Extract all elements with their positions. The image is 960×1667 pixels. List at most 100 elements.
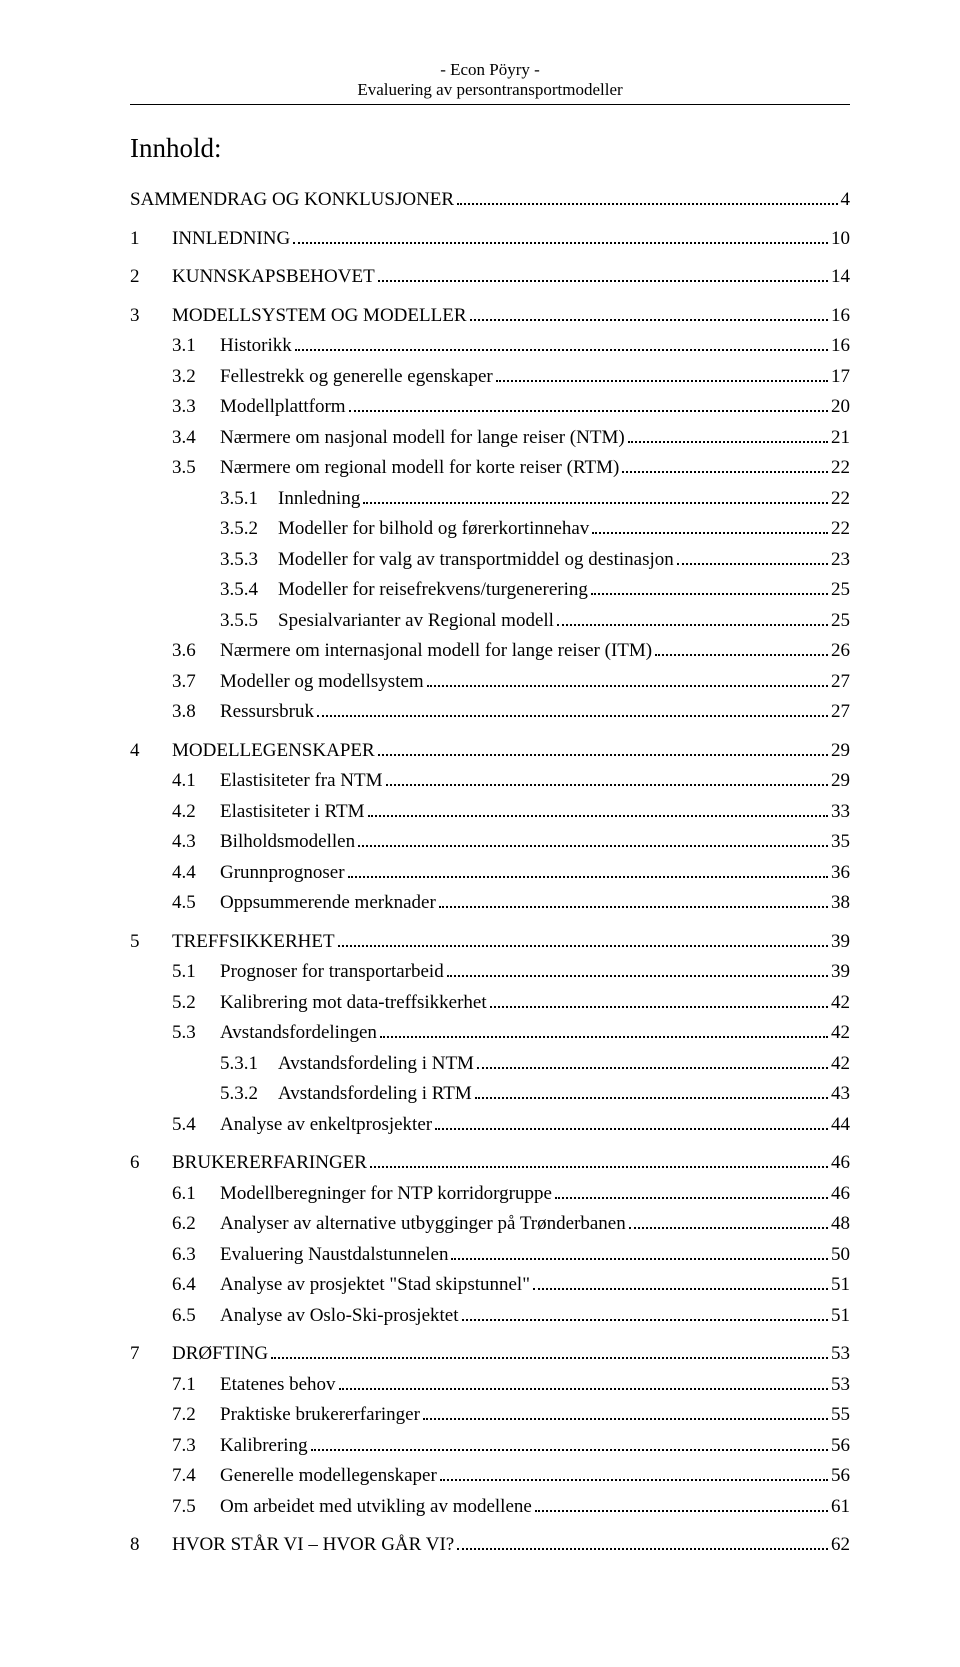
toc-number: 7.1 — [172, 1371, 220, 1400]
toc-row: 6.1Modellberegninger for NTP korridorgru… — [130, 1180, 850, 1209]
toc-dots — [557, 611, 828, 626]
toc-label: HVOR STÅR VI – HVOR GÅR VI? — [172, 1531, 454, 1560]
toc-page: 23 — [831, 546, 850, 575]
toc-page: 14 — [831, 263, 850, 292]
toc-dots — [470, 306, 829, 321]
toc-row: 5.2Kalibrering mot data-treffsikkerhet 4… — [130, 989, 850, 1018]
toc-dots — [622, 458, 828, 473]
toc-page: 22 — [831, 515, 850, 544]
toc-dots — [423, 1405, 828, 1420]
toc-dots — [339, 1375, 828, 1390]
toc-number: 7.5 — [172, 1493, 220, 1522]
toc-dots — [490, 993, 828, 1008]
toc-number: 3.6 — [172, 637, 220, 666]
toc-row: SAMMENDRAG OG KONKLUSJONER 4 — [130, 186, 850, 215]
toc-dots — [349, 397, 828, 412]
toc-dots — [655, 641, 828, 656]
toc-container: SAMMENDRAG OG KONKLUSJONER 41INNLEDNING … — [130, 186, 850, 1560]
toc-page: 55 — [831, 1401, 850, 1430]
toc-page: 17 — [831, 363, 850, 392]
toc-row: 5.4Analyse av enkeltprosjekter 44 — [130, 1111, 850, 1140]
toc-number: 6 — [130, 1149, 172, 1178]
toc-row: 4.1Elastisiteter fra NTM 29 — [130, 767, 850, 796]
toc-dots — [378, 741, 828, 756]
toc-number: 3.8 — [172, 698, 220, 727]
toc-dots — [378, 267, 828, 282]
toc-number: 5.2 — [172, 989, 220, 1018]
toc-dots — [317, 702, 828, 717]
toc-label: Spesialvarianter av Regional modell — [278, 607, 554, 636]
toc-number: 6.5 — [172, 1302, 220, 1331]
toc-dots — [440, 1466, 828, 1481]
toc-row: 3.5.1Innledning 22 — [130, 485, 850, 514]
toc-row: 6.4Analyse av prosjektet "Stad skipstunn… — [130, 1271, 850, 1300]
toc-row: 5.3.2Avstandsfordeling i RTM 43 — [130, 1080, 850, 1109]
toc-page: 22 — [831, 485, 850, 514]
toc-number: 5.3.1 — [220, 1050, 278, 1079]
toc-label: Elastisiteter fra NTM — [220, 767, 383, 796]
toc-row: 2KUNNSKAPSBEHOVET 14 — [130, 263, 850, 292]
toc-number: 3.5.5 — [220, 607, 278, 636]
toc-label: Historikk — [220, 332, 292, 361]
toc-page: 38 — [831, 889, 850, 918]
toc-dots — [457, 190, 837, 205]
toc-row: 6.3Evaluering Naustdalstunnelen 50 — [130, 1241, 850, 1270]
toc-row: 7.4Generelle modellegenskaper 56 — [130, 1462, 850, 1491]
toc-page: 22 — [831, 454, 850, 483]
toc-row: 3.5.3Modeller for valg av transportmidde… — [130, 546, 850, 575]
toc-page: 46 — [831, 1149, 850, 1178]
toc-dots — [447, 962, 828, 977]
toc-number: 6.1 — [172, 1180, 220, 1209]
toc-label: Modeller for reisefrekvens/turgenerering — [278, 576, 588, 605]
toc-row: 7.3Kalibrering 56 — [130, 1432, 850, 1461]
toc-number: 3.3 — [172, 393, 220, 422]
toc-page: 27 — [831, 668, 850, 697]
toc-dots — [293, 229, 828, 244]
toc-row: 3.5Nærmere om regional modell for korte … — [130, 454, 850, 483]
toc-number: 3.7 — [172, 668, 220, 697]
toc-dots — [451, 1245, 828, 1260]
toc-label: Analyse av prosjektet "Stad skipstunnel" — [220, 1271, 530, 1300]
toc-label: Modellplattform — [220, 393, 346, 422]
toc-page: 26 — [831, 637, 850, 666]
toc-page: 20 — [831, 393, 850, 422]
toc-page: 16 — [831, 332, 850, 361]
toc-row: 4.5Oppsummerende merknader 38 — [130, 889, 850, 918]
toc-row: 3.6Nærmere om internasjonal modell for l… — [130, 637, 850, 666]
toc-label: MODELLSYSTEM OG MODELLER — [172, 302, 467, 331]
toc-page: 51 — [831, 1271, 850, 1300]
toc-number: 3.5.1 — [220, 485, 278, 514]
toc-number: 5.4 — [172, 1111, 220, 1140]
toc-label: Nærmere om regional modell for korte rei… — [220, 454, 619, 483]
toc-number: 5.1 — [172, 958, 220, 987]
toc-dots — [380, 1023, 828, 1038]
toc-page: 25 — [831, 607, 850, 636]
toc-dots — [629, 1214, 828, 1229]
toc-number: 1 — [130, 225, 172, 254]
toc-row: 8HVOR STÅR VI – HVOR GÅR VI? 62 — [130, 1531, 850, 1560]
toc-number: 6.2 — [172, 1210, 220, 1239]
toc-row: 3.5.4Modeller for reisefrekvens/turgener… — [130, 576, 850, 605]
toc-number: 4.5 — [172, 889, 220, 918]
toc-label: Etatenes behov — [220, 1371, 336, 1400]
header-line1: - Econ Pöyry - — [130, 60, 850, 80]
toc-number: 4.3 — [172, 828, 220, 857]
toc-label: Nærmere om internasjonal modell for lang… — [220, 637, 652, 666]
toc-dots — [358, 832, 828, 847]
toc-page: 10 — [831, 225, 850, 254]
toc-page: 36 — [831, 859, 850, 888]
toc-row: 7.5Om arbeidet med utvikling av modellen… — [130, 1493, 850, 1522]
toc-page: 46 — [831, 1180, 850, 1209]
toc-label: Avstandsfordelingen — [220, 1019, 377, 1048]
toc-page: 56 — [831, 1462, 850, 1491]
toc-row: 3MODELLSYSTEM OG MODELLER 16 — [130, 302, 850, 331]
toc-label: Analyse av enkeltprosjekter — [220, 1111, 432, 1140]
toc-dots — [370, 1153, 828, 1168]
toc-page: 27 — [831, 698, 850, 727]
toc-number: 7.4 — [172, 1462, 220, 1491]
toc-label: Om arbeidet med utvikling av modellene — [220, 1493, 532, 1522]
toc-page: 44 — [831, 1111, 850, 1140]
toc-number: 3.1 — [172, 332, 220, 361]
toc-dots — [368, 802, 828, 817]
toc-label: Kalibrering mot data-treffsikkerhet — [220, 989, 487, 1018]
